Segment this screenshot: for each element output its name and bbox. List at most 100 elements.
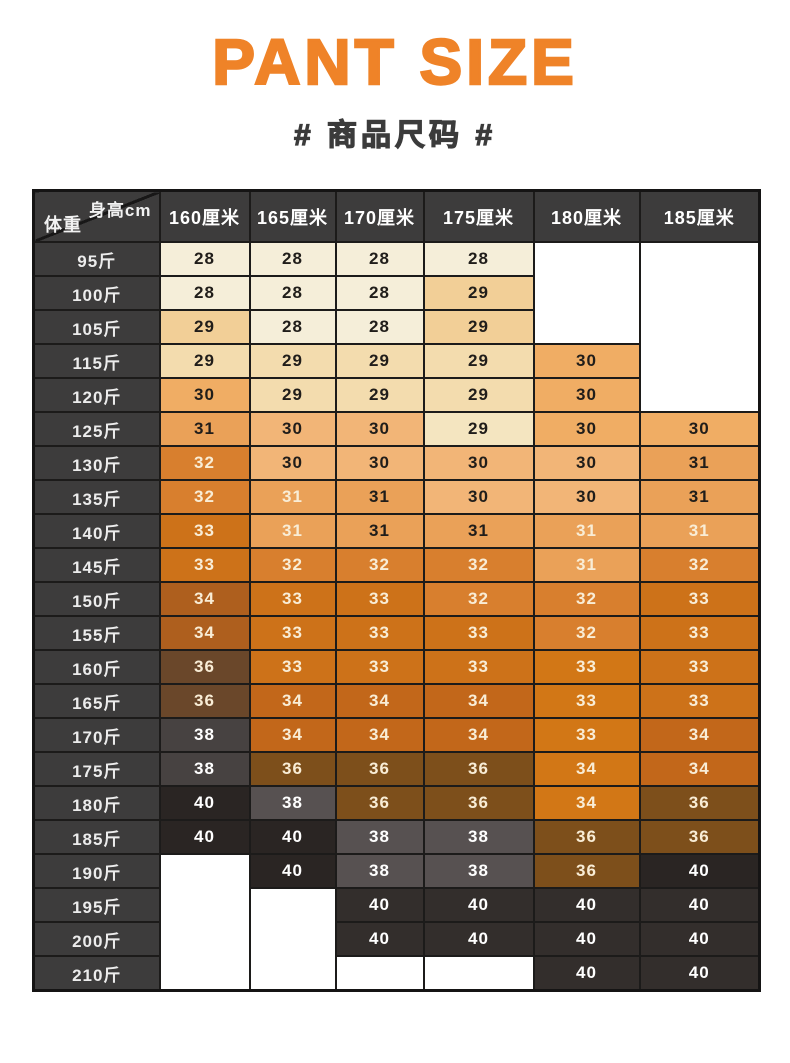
page-subtitle: # 商品尺码 # (293, 118, 497, 152)
height-axis-label: 身高cm (88, 201, 152, 220)
table-row: 155斤 34 33 33 33 32 33 (32, 615, 761, 651)
size-cell: 40 (158, 819, 251, 855)
size-cell: 36 (422, 785, 535, 821)
size-cell: 40 (638, 955, 761, 992)
size-cell: 40 (248, 853, 337, 889)
weight-label: 165斤 (32, 683, 161, 719)
size-cell: 34 (158, 581, 251, 617)
size-cell: 38 (422, 819, 535, 855)
size-table-body: 95斤 28 28 28 28 100斤 28 28 28 29 105斤 29 28 28 29 115斤 2… (32, 241, 761, 992)
table-row: 100斤 28 28 28 29 (32, 275, 761, 311)
empty-cell (532, 242, 641, 276)
size-cell: 36 (422, 751, 535, 787)
size-cell: 31 (422, 513, 535, 549)
empty-cell (248, 922, 337, 956)
table-row: 175斤 38 36 36 36 34 34 (32, 751, 761, 787)
table-row: 145斤 33 32 32 32 31 32 (32, 547, 761, 583)
size-cell: 30 (638, 411, 761, 447)
header-row: 身高cm 体重 160厘米 165厘米 170厘米 175厘米 180厘米 18… (32, 189, 761, 243)
size-cell: 28 (422, 241, 535, 277)
weight-label: 105斤 (32, 309, 161, 345)
size-cell: 29 (422, 411, 535, 447)
size-cell: 34 (158, 615, 251, 651)
empty-cell (334, 956, 425, 991)
empty-cell (158, 922, 251, 956)
weight-label: 155斤 (32, 615, 161, 651)
size-cell: 30 (334, 445, 425, 481)
size-cell: 29 (334, 343, 425, 379)
size-cell: 29 (158, 343, 251, 379)
weight-label: 150斤 (32, 581, 161, 617)
size-cell: 33 (248, 649, 337, 685)
size-cell: 29 (248, 377, 337, 413)
column-header-165cm: 165厘米 (248, 189, 337, 243)
weight-label: 170斤 (32, 717, 161, 753)
table-row: 160斤 36 33 33 33 33 33 (32, 649, 761, 685)
size-cell: 34 (422, 717, 535, 753)
size-cell: 38 (334, 853, 425, 889)
weight-label: 125斤 (32, 411, 161, 447)
column-header-160cm: 160厘米 (158, 189, 251, 243)
size-cell: 32 (334, 547, 425, 583)
page-header: PANT SIZE # 商品尺码 # (0, 29, 790, 154)
weight-label: 185斤 (32, 819, 161, 855)
empty-cell (638, 310, 761, 344)
column-header-185cm: 185厘米 (638, 189, 761, 243)
size-cell: 30 (334, 411, 425, 447)
table-row: 180斤 40 38 36 36 34 36 (32, 785, 761, 821)
empty-cell (532, 310, 641, 344)
table-row: 150斤 34 33 33 32 32 33 (32, 581, 761, 617)
size-cell: 30 (532, 377, 641, 413)
empty-cell (248, 956, 337, 991)
size-cell: 34 (532, 785, 641, 821)
size-cell: 29 (422, 275, 535, 311)
size-cell: 33 (334, 649, 425, 685)
size-cell: 30 (532, 411, 641, 447)
table-row: 135斤 32 31 31 30 30 31 (32, 479, 761, 515)
column-header-180cm: 180厘米 (532, 189, 641, 243)
size-cell: 32 (532, 615, 641, 651)
size-cell: 30 (532, 445, 641, 481)
size-cell: 33 (422, 615, 535, 651)
empty-cell (638, 242, 761, 276)
empty-cell (638, 276, 761, 310)
size-cell: 36 (532, 853, 641, 889)
table-row: 130斤 32 30 30 30 30 31 (32, 445, 761, 481)
size-cell: 33 (532, 683, 641, 719)
empty-cell (532, 276, 641, 310)
table-row: 105斤 29 28 28 29 (32, 309, 761, 345)
size-cell: 33 (334, 581, 425, 617)
size-cell: 28 (248, 309, 337, 345)
empty-cell (158, 888, 251, 922)
size-cell: 36 (248, 751, 337, 787)
empty-cell (248, 888, 337, 922)
size-cell: 29 (422, 377, 535, 413)
table-row: 210斤 40 40 (32, 955, 761, 992)
size-cell: 30 (248, 411, 337, 447)
table-row: 125斤 31 30 30 29 30 30 (32, 411, 761, 447)
weight-label: 175斤 (32, 751, 161, 787)
column-header-175cm: 175厘米 (422, 189, 535, 243)
size-cell: 34 (334, 717, 425, 753)
weight-label: 130斤 (32, 445, 161, 481)
size-cell: 32 (422, 581, 535, 617)
size-cell: 32 (158, 445, 251, 481)
size-cell: 38 (248, 785, 337, 821)
size-cell: 40 (422, 921, 535, 957)
weight-label: 195斤 (32, 887, 161, 923)
size-cell: 38 (158, 717, 251, 753)
size-cell: 31 (638, 513, 761, 549)
weight-label: 160斤 (32, 649, 161, 685)
weight-label: 190斤 (32, 853, 161, 889)
size-cell: 33 (638, 683, 761, 719)
size-cell: 31 (334, 513, 425, 549)
weight-label: 100斤 (32, 275, 161, 311)
size-cell: 31 (248, 479, 337, 515)
size-cell: 28 (158, 241, 251, 277)
size-cell: 33 (158, 513, 251, 549)
weight-label: 140斤 (32, 513, 161, 549)
size-cell: 28 (248, 241, 337, 277)
size-cell: 31 (334, 479, 425, 515)
size-cell: 36 (532, 819, 641, 855)
size-table-header: 身高cm 体重 160厘米 165厘米 170厘米 175厘米 180厘米 18… (32, 189, 761, 243)
